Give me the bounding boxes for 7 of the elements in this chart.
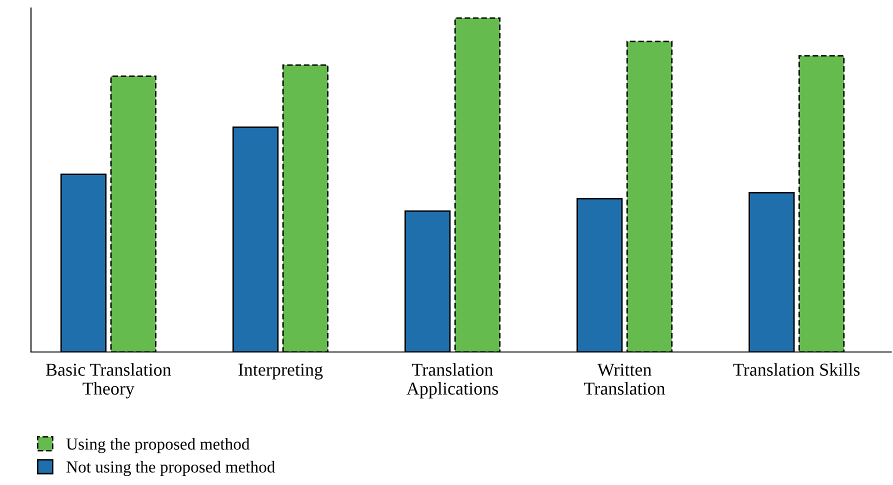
x-tick-label: Basic Translation Theory [46, 363, 172, 398]
x-tick-label: Translation Applications [406, 363, 498, 398]
x-tick-label: Written Translation [584, 364, 666, 395]
legend-label: Not using the proposed method [66, 460, 276, 476]
legend-label: Using the proposed method [66, 438, 250, 454]
x-tick-label: Translation Skills [733, 363, 860, 376]
x-tick-label: Interpreting [238, 364, 323, 380]
